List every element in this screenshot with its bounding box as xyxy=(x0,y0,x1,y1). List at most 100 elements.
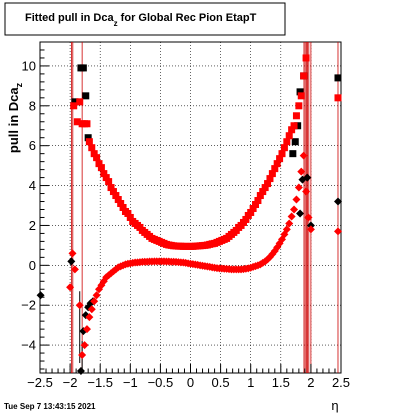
data-point-diamond xyxy=(306,225,315,234)
data-point-square xyxy=(285,132,293,140)
data-point-diamond xyxy=(304,213,313,222)
data-point-square xyxy=(273,160,281,168)
chart-title-box: Fitted pull in Dcaz for Global Rec Pion … xyxy=(4,2,286,36)
data-point-square xyxy=(280,144,288,152)
x-tick-label: −1 xyxy=(123,375,138,390)
data-point-square xyxy=(70,102,78,110)
series-markers xyxy=(36,54,342,376)
data-point-square xyxy=(292,112,300,120)
data-point-diamond xyxy=(292,195,301,204)
data-point-square xyxy=(297,92,305,100)
data-point-square xyxy=(295,102,303,110)
data-point-square xyxy=(259,188,267,196)
data-point-square xyxy=(105,178,113,186)
data-point-square xyxy=(124,209,132,217)
timestamp: Tue Sep 7 13:43:15 2021 xyxy=(4,402,96,411)
data-point-diamond xyxy=(82,325,91,334)
data-point-square xyxy=(261,184,269,192)
data-point-diamond xyxy=(294,183,303,192)
data-point-diamond xyxy=(67,257,76,266)
y-axis: −4 −2 0 2 4 6 8 10 xyxy=(21,41,49,370)
data-point-square xyxy=(288,126,296,134)
data-point-square xyxy=(100,170,108,178)
data-point-diamond xyxy=(87,305,96,314)
data-point-square xyxy=(291,138,299,146)
data-point-diamond xyxy=(297,167,306,176)
chart-title-tail: for Global Rec Pion EtapT xyxy=(118,12,257,24)
data-point-square xyxy=(256,192,264,200)
data-point-square xyxy=(119,204,127,211)
x-tick-label: 1 xyxy=(247,375,254,390)
data-point-diamond xyxy=(296,209,305,218)
data-point-diamond xyxy=(299,151,308,160)
data-point-square xyxy=(102,174,110,182)
x-tick-label: 0 xyxy=(187,375,194,390)
data-point-square xyxy=(252,201,260,209)
y-tick-label: 10 xyxy=(22,58,36,73)
y-axis-label-group: pull in Dcaz xyxy=(6,82,24,153)
data-point-square xyxy=(76,98,84,106)
data-point-square xyxy=(107,184,115,192)
x-tick-label: −2 xyxy=(63,375,78,390)
data-point-square xyxy=(289,150,297,158)
x-tick-label: −1.5 xyxy=(87,375,113,390)
data-point-square xyxy=(268,170,276,178)
data-point-diamond xyxy=(333,197,342,206)
x-tick-label: 2.5 xyxy=(332,375,350,390)
data-point-square xyxy=(79,64,87,72)
data-point-square xyxy=(294,122,302,130)
svg-text:Fitted pull in Dcaz for Global: Fitted pull in Dcaz for Global Rec Pion … xyxy=(25,12,257,28)
x-tick-label: −2.5 xyxy=(27,375,53,390)
data-point-square xyxy=(97,164,105,172)
data-point-square xyxy=(290,122,298,130)
data-point-square xyxy=(85,138,93,146)
y-tick-label: 6 xyxy=(29,138,36,153)
data-point-square xyxy=(71,98,79,106)
x-tick-label: −0.5 xyxy=(148,375,174,390)
y-tick-label: −4 xyxy=(21,338,36,353)
y-tick-label: −2 xyxy=(21,298,36,313)
data-point-square xyxy=(266,175,274,183)
data-point-diamond xyxy=(303,173,312,182)
data-point-square xyxy=(247,208,255,216)
chart-title-subscript: z xyxy=(114,19,118,28)
data-point-square xyxy=(254,197,262,205)
data-point-square xyxy=(334,94,342,102)
data-point-square xyxy=(88,144,96,152)
data-point-square xyxy=(278,150,286,158)
data-point-square xyxy=(117,200,125,208)
data-point-diamond xyxy=(282,225,291,234)
y-axis-label-subscript: z xyxy=(14,82,24,87)
x-axis-label: η xyxy=(331,398,338,413)
data-point-square xyxy=(264,180,272,188)
data-point-diamond xyxy=(90,297,99,306)
data-point-square xyxy=(73,118,81,126)
data-point-square xyxy=(82,92,90,100)
data-point-diamond xyxy=(70,265,79,274)
data-point-diamond xyxy=(85,313,94,322)
data-point-diamond xyxy=(287,212,296,221)
data-point-square xyxy=(112,192,120,200)
data-point-square xyxy=(283,138,291,146)
data-point-diamond xyxy=(68,249,77,258)
data-point-diamond xyxy=(92,291,101,300)
data-point-square xyxy=(90,150,98,158)
data-point-diamond xyxy=(78,351,87,360)
data-point-diamond xyxy=(80,341,89,350)
data-point-square xyxy=(95,160,103,168)
y-tick-label: 0 xyxy=(29,258,36,273)
y-tick-label: 4 xyxy=(29,178,36,193)
x-tick-label: 2 xyxy=(307,375,314,390)
data-point-square xyxy=(83,120,91,128)
data-point-square xyxy=(271,165,279,173)
x-axis: −2.5 −2 −1.5 −1 −0.5 0 0.5 1 1.5 2 2.5 xyxy=(27,364,350,390)
x-tick-label: 0.5 xyxy=(212,375,230,390)
data-point-square xyxy=(300,72,308,80)
y-axis-label: pull in Dca xyxy=(6,87,21,154)
data-point-diamond xyxy=(76,367,85,376)
data-point-square xyxy=(93,154,101,162)
data-point-square xyxy=(249,204,257,212)
data-point-diamond xyxy=(75,301,84,310)
